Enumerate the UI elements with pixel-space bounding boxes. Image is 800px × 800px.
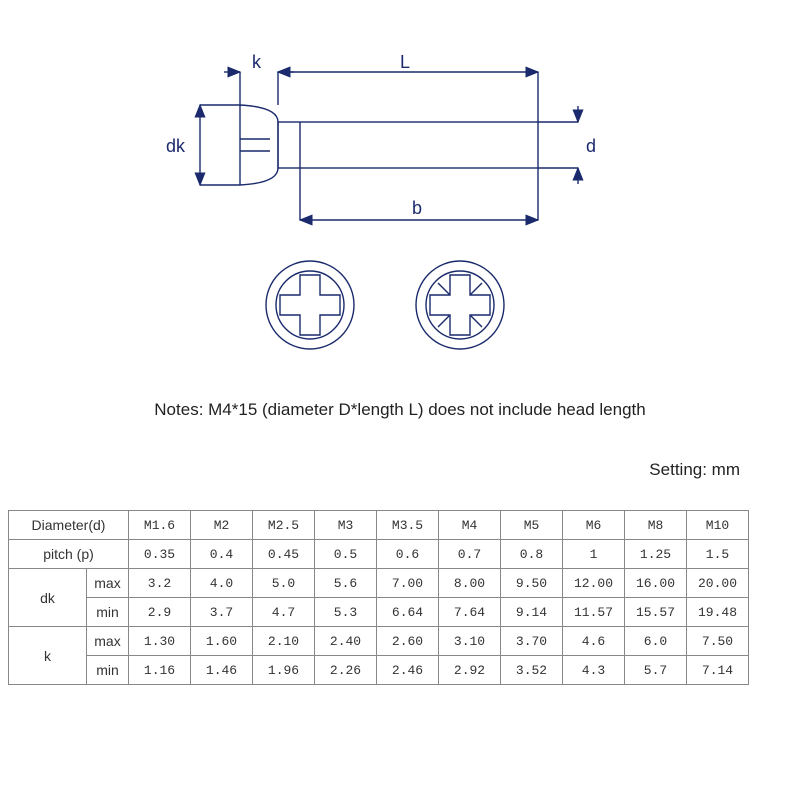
screw-diagram: k L dk d b xyxy=(160,60,640,380)
cell: 4.7 xyxy=(253,598,315,627)
cell: 7.64 xyxy=(439,598,501,627)
sub-max: max xyxy=(87,569,129,598)
cell: 5.6 xyxy=(315,569,377,598)
cell: 7.50 xyxy=(687,627,749,656)
label-k: k xyxy=(252,52,262,72)
cell: 1.5 xyxy=(687,540,749,569)
spec-table: Diameter(d) M1.6 M2 M2.5 M3 M3.5 M4 M5 M… xyxy=(8,510,749,685)
screw-profile xyxy=(240,105,538,185)
cell: 2.26 xyxy=(315,656,377,685)
cell: 9.14 xyxy=(501,598,563,627)
cell: 1.46 xyxy=(191,656,253,685)
cell: 1.96 xyxy=(253,656,315,685)
cell: 0.45 xyxy=(253,540,315,569)
row-pitch: pitch (p) 0.35 0.4 0.45 0.5 0.6 0.7 0.8 … xyxy=(9,540,749,569)
cell: 3.10 xyxy=(439,627,501,656)
cell: 2.9 xyxy=(129,598,191,627)
cell: 4.6 xyxy=(563,627,625,656)
cell: 1 xyxy=(563,540,625,569)
notes-text: Notes: M4*15 (diameter D*length L) does … xyxy=(0,400,800,420)
sub-min: min xyxy=(87,598,129,627)
pozidriv-head-icon xyxy=(416,261,504,349)
cell: 9.50 xyxy=(501,569,563,598)
cell: 4.3 xyxy=(563,656,625,685)
screw-svg: k L dk d b xyxy=(160,60,640,380)
cell: M3.5 xyxy=(377,511,439,540)
cell: 16.00 xyxy=(625,569,687,598)
sub-max: max xyxy=(87,627,129,656)
row-dk-min: min 2.9 3.7 4.7 5.3 6.64 7.64 9.14 11.57… xyxy=(9,598,749,627)
cell: M6 xyxy=(563,511,625,540)
cell: 0.7 xyxy=(439,540,501,569)
dim-k: k xyxy=(224,52,294,105)
cell: M10 xyxy=(687,511,749,540)
row-diameter: Diameter(d) M1.6 M2 M2.5 M3 M3.5 M4 M5 M… xyxy=(9,511,749,540)
cell: 0.8 xyxy=(501,540,563,569)
header-k: k xyxy=(9,627,87,685)
cell: M2 xyxy=(191,511,253,540)
dim-dk: dk xyxy=(166,105,240,185)
cell: 11.57 xyxy=(563,598,625,627)
cell: 19.48 xyxy=(687,598,749,627)
cell: 8.00 xyxy=(439,569,501,598)
cell: 5.7 xyxy=(625,656,687,685)
dim-d: d xyxy=(538,106,596,184)
cell: 2.46 xyxy=(377,656,439,685)
label-d: d xyxy=(586,136,596,156)
label-dk: dk xyxy=(166,136,186,156)
cell: 3.70 xyxy=(501,627,563,656)
header-dk: dk xyxy=(9,569,87,627)
label-b: b xyxy=(412,198,422,218)
cell: 0.35 xyxy=(129,540,191,569)
cell: M4 xyxy=(439,511,501,540)
sub-min: min xyxy=(87,656,129,685)
cell: 7.14 xyxy=(687,656,749,685)
cell: 2.92 xyxy=(439,656,501,685)
cell: M3 xyxy=(315,511,377,540)
header-pitch: pitch (p) xyxy=(9,540,129,569)
cell: 2.40 xyxy=(315,627,377,656)
cell: 15.57 xyxy=(625,598,687,627)
cell: M5 xyxy=(501,511,563,540)
cell: 4.0 xyxy=(191,569,253,598)
cell: M8 xyxy=(625,511,687,540)
phillips-head-icon xyxy=(266,261,354,349)
cell: 7.00 xyxy=(377,569,439,598)
cell: 1.30 xyxy=(129,627,191,656)
setting-text: Setting: mm xyxy=(649,460,740,480)
cell: 12.00 xyxy=(563,569,625,598)
cell: 3.52 xyxy=(501,656,563,685)
cell: 5.0 xyxy=(253,569,315,598)
cell: 3.7 xyxy=(191,598,253,627)
cell: 6.0 xyxy=(625,627,687,656)
cell: M1.6 xyxy=(129,511,191,540)
cell: 6.64 xyxy=(377,598,439,627)
cell: 3.2 xyxy=(129,569,191,598)
row-k-min: min 1.16 1.46 1.96 2.26 2.46 2.92 3.52 4… xyxy=(9,656,749,685)
cell: 2.60 xyxy=(377,627,439,656)
cell: 1.60 xyxy=(191,627,253,656)
row-k-max: k max 1.30 1.60 2.10 2.40 2.60 3.10 3.70… xyxy=(9,627,749,656)
dim-b: b xyxy=(300,168,538,220)
cell: 0.5 xyxy=(315,540,377,569)
cell: 0.4 xyxy=(191,540,253,569)
cell: 5.3 xyxy=(315,598,377,627)
dim-L: L xyxy=(278,52,538,122)
cell: 2.10 xyxy=(253,627,315,656)
cell: 20.00 xyxy=(687,569,749,598)
cell: M2.5 xyxy=(253,511,315,540)
cell: 1.16 xyxy=(129,656,191,685)
label-L: L xyxy=(400,52,410,72)
cell: 0.6 xyxy=(377,540,439,569)
row-dk-max: dk max 3.2 4.0 5.0 5.6 7.00 8.00 9.50 12… xyxy=(9,569,749,598)
cell: 1.25 xyxy=(625,540,687,569)
header-diameter: Diameter(d) xyxy=(9,511,129,540)
